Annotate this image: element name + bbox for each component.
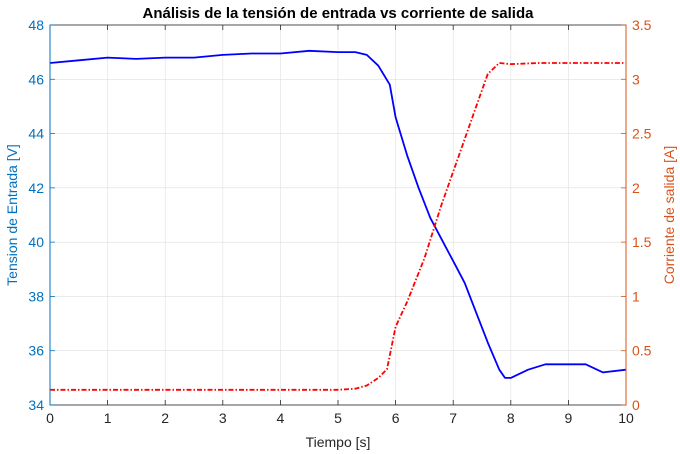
y-right-tick-label: 1.5	[632, 234, 652, 250]
x-tick-label: 8	[507, 410, 515, 426]
y-right-tick-label: 3.5	[632, 17, 652, 33]
x-tick-label: 10	[618, 410, 634, 426]
voltage-series-line	[49, 49, 627, 379]
y-left-tick-label: 48	[28, 17, 44, 33]
x-tick-label: 0	[46, 410, 54, 426]
y-left-tick-label: 44	[28, 126, 44, 142]
x-tick-label: 4	[277, 410, 285, 426]
y-right-tick-label: 0	[632, 397, 640, 413]
y-axis-left-label: Tension de Entrada [V]	[4, 144, 20, 286]
x-tick-label: 1	[104, 410, 112, 426]
y-right-tick-label: 1	[632, 288, 640, 304]
series-layer	[49, 49, 627, 391]
x-tick-label: 3	[219, 410, 227, 426]
y-right-tick-label: 2	[632, 180, 640, 196]
current-series-line	[50, 62, 626, 391]
y-right-tick-label: 0.5	[632, 343, 652, 359]
y-left-tick-label: 34	[28, 397, 44, 413]
y-left-tick-label: 36	[28, 343, 44, 359]
y-axis-right-label: Corriente de salida [A]	[661, 146, 677, 285]
y-left-tick-label: 40	[28, 234, 44, 250]
y-axis-left: 34 36 38 40 42 44 46 48	[28, 17, 55, 413]
x-tick-label: 7	[449, 410, 457, 426]
x-tick-label: 5	[334, 410, 342, 426]
y-right-tick-label: 3	[632, 71, 640, 87]
chart-title: Análisis de la tensión de entrada vs cor…	[143, 5, 535, 22]
y-left-tick-label: 42	[28, 180, 44, 196]
y-right-tick-label: 2.5	[632, 126, 652, 142]
y-axis-right: 0 0.5 1 1.5 2 2.5 3 3.5	[621, 17, 652, 413]
x-axis: 0 1 2 3 4 5 6 7 8 9 10	[46, 25, 634, 426]
y-left-tick-label: 38	[28, 288, 44, 304]
x-tick-label: 6	[392, 410, 400, 426]
x-tick-label: 9	[565, 410, 573, 426]
x-tick-label: 2	[161, 410, 169, 426]
x-axis-label: Tiempo [s]	[306, 434, 371, 450]
y-left-tick-label: 46	[28, 71, 44, 87]
